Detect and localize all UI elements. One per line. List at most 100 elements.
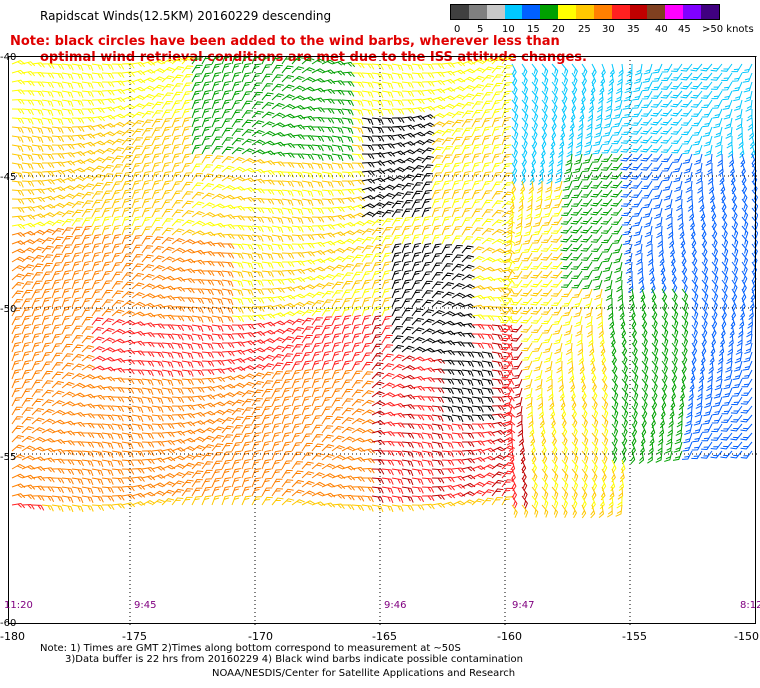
wind-barb xyxy=(721,243,729,257)
wind-barb xyxy=(660,117,673,126)
wind-barb xyxy=(31,427,45,434)
wind-barb xyxy=(241,234,254,242)
wind-barb xyxy=(181,90,192,101)
wind-barb xyxy=(651,72,663,82)
wind-barb xyxy=(331,180,344,188)
wind-barb xyxy=(31,272,43,281)
wind-barb xyxy=(711,243,719,257)
wind-barb xyxy=(61,63,74,71)
wind-barb xyxy=(471,126,482,137)
wind-barb xyxy=(591,252,603,262)
wind-barb xyxy=(521,135,528,149)
wind-barb xyxy=(431,468,445,476)
wind-barb xyxy=(471,227,484,236)
wind-barb xyxy=(11,198,25,205)
wind-barb xyxy=(171,57,185,65)
wind-barb xyxy=(101,504,115,511)
wind-barb xyxy=(101,308,114,317)
wind-barb xyxy=(391,412,406,418)
wind-barb xyxy=(421,318,435,326)
wind-barb xyxy=(141,60,156,66)
wind-barb xyxy=(700,63,713,72)
wind-barb xyxy=(541,90,549,104)
wind-barb xyxy=(71,235,82,245)
time-label-2: 9:45 xyxy=(134,600,157,611)
wind-barb xyxy=(642,207,653,218)
wind-barb xyxy=(91,355,106,362)
wind-barb xyxy=(161,405,174,413)
wind-barb xyxy=(131,272,144,281)
wind-barb xyxy=(281,469,293,479)
wind-barb xyxy=(731,216,738,230)
legend-swatch xyxy=(611,5,630,19)
wind-barb xyxy=(121,79,136,85)
wind-barb xyxy=(361,245,374,254)
wind-barb xyxy=(31,379,43,389)
wind-barb xyxy=(121,234,132,245)
wind-barb xyxy=(351,263,363,272)
wind-barb xyxy=(171,257,186,263)
wind-barb xyxy=(511,261,523,271)
wind-barb xyxy=(660,261,666,276)
wind-barb xyxy=(61,201,75,209)
wind-barb xyxy=(41,467,55,473)
wind-barb xyxy=(421,181,433,191)
wind-barb xyxy=(381,382,395,389)
wind-barb xyxy=(501,360,513,369)
wind-barb xyxy=(341,81,355,87)
wind-barb xyxy=(91,199,103,209)
wind-barb xyxy=(251,270,264,278)
wind-barb xyxy=(331,171,344,179)
wind-barb xyxy=(161,58,176,65)
wind-barb xyxy=(551,99,558,113)
wind-barb xyxy=(471,217,483,227)
wind-barb xyxy=(31,196,46,203)
wind-barb xyxy=(241,288,254,296)
wind-barb xyxy=(261,234,274,243)
wind-barb xyxy=(580,234,593,243)
wind-barb xyxy=(571,504,578,519)
wind-barb xyxy=(691,306,699,320)
wind-barb xyxy=(11,207,25,213)
wind-barb xyxy=(291,489,305,497)
wind-barb xyxy=(291,207,304,216)
wind-barb xyxy=(571,72,578,86)
wind-barb xyxy=(711,234,718,248)
wind-barb xyxy=(670,81,683,90)
wind-barb xyxy=(231,495,242,506)
wind-barb xyxy=(471,189,482,200)
wind-barb xyxy=(251,331,266,337)
wind-barb xyxy=(31,117,44,126)
wind-barb xyxy=(601,63,606,78)
wind-barb xyxy=(191,107,201,119)
wind-barb xyxy=(692,135,703,146)
wind-barb xyxy=(721,234,729,248)
wind-barb xyxy=(241,348,256,354)
wind-barb xyxy=(431,163,443,173)
wind-barb xyxy=(171,209,184,218)
wind-barb xyxy=(341,369,352,380)
wind-barb xyxy=(331,388,342,398)
wind-barb xyxy=(431,146,444,155)
wind-barb xyxy=(221,252,235,259)
wind-barb xyxy=(381,168,396,173)
wind-barb xyxy=(351,370,363,380)
wind-barb xyxy=(281,243,294,251)
wind-barb xyxy=(581,63,588,78)
wind-barb xyxy=(111,146,125,155)
wind-barb xyxy=(681,243,686,258)
wind-barb xyxy=(291,114,306,120)
wind-barb xyxy=(201,211,216,218)
wind-barb xyxy=(301,106,316,112)
wind-barb xyxy=(341,246,355,254)
wind-barb xyxy=(311,198,324,206)
wind-barb xyxy=(411,115,426,121)
wind-barb xyxy=(351,204,366,210)
wind-barb xyxy=(221,165,235,173)
wind-barb xyxy=(21,171,34,179)
wind-barb xyxy=(311,216,325,223)
wind-barb xyxy=(121,63,135,69)
wind-barb xyxy=(441,120,455,128)
wind-barb xyxy=(81,108,95,115)
wind-barb xyxy=(471,152,481,164)
